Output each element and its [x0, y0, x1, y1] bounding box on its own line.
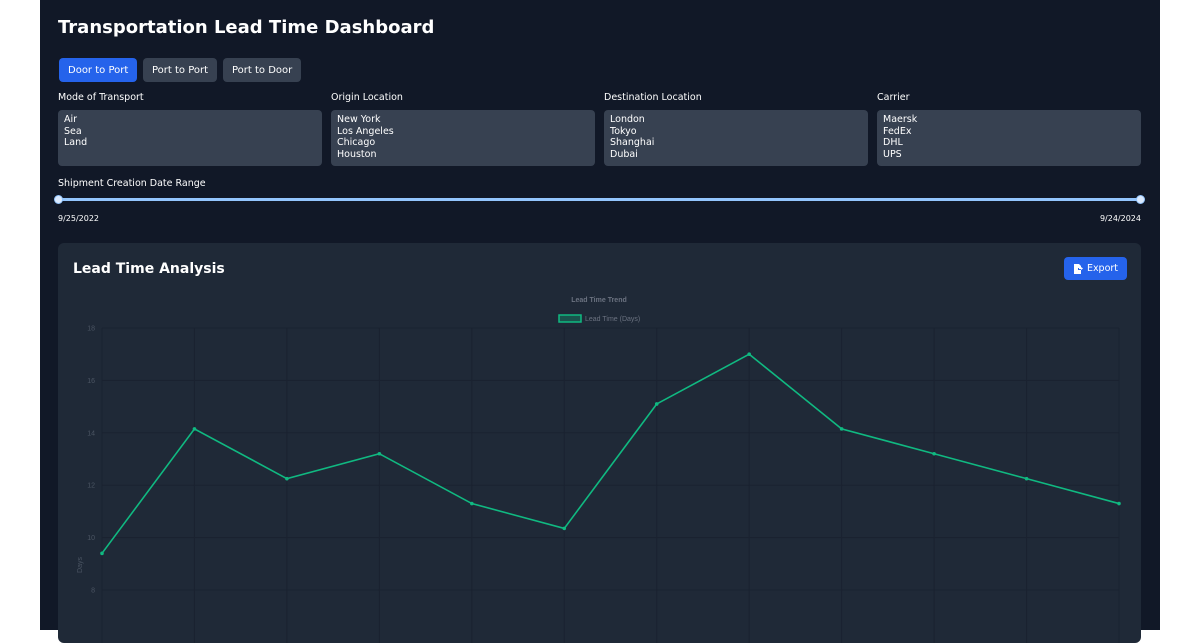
- data-point: [285, 476, 289, 481]
- chart-title: Lead Time Trend: [571, 297, 627, 304]
- option[interactable]: Air: [64, 114, 78, 125]
- data-point: [377, 451, 382, 456]
- file-export-icon: [1073, 263, 1083, 274]
- export-label: Export: [1086, 263, 1119, 274]
- series-line: [101, 353, 1120, 554]
- option[interactable]: Los Angeles: [337, 125, 394, 137]
- tab-port-to-door[interactable]: Port to Door: [223, 58, 302, 82]
- option[interactable]: New York: [337, 114, 381, 125]
- slider-start-handle[interactable]: [54, 195, 63, 204]
- y-tick-label: 8: [91, 588, 95, 595]
- tab-port-to-port[interactable]: Port to Port: [143, 58, 218, 82]
- dashboard: Transportation Lead Time Dashboard Door …: [40, 0, 1160, 643]
- destination-select[interactable]: London Tokyo Shanghai Dubai: [604, 110, 868, 166]
- option[interactable]: DHL: [883, 137, 903, 149]
- legend-label: Lead Time (Days): [585, 316, 640, 323]
- data-point: [1024, 476, 1029, 481]
- option[interactable]: Land: [64, 137, 88, 149]
- filter-label: Origin Location: [331, 92, 403, 103]
- data-point: [562, 526, 567, 531]
- destination-filter: Destination Location London Tokyo Shangh…: [604, 92, 868, 166]
- option[interactable]: Tokyo: [610, 125, 637, 137]
- data-point: [100, 551, 104, 556]
- option[interactable]: UPS: [883, 149, 902, 161]
- y-tick-label: 16: [87, 378, 95, 385]
- y-tick-label: 10: [87, 535, 95, 542]
- origin-select[interactable]: New York Los Angeles Chicago Houston: [331, 110, 595, 166]
- legend-swatch: [558, 314, 582, 323]
- lead-time-card: Lead Time Analysis Export Lead Time Tren…: [58, 243, 1141, 643]
- data-point: [932, 451, 936, 456]
- lead-time-chart: Lead Time Trend Lead Time (Days) 8 10 12 14 16…: [77, 297, 1121, 643]
- data-point: [839, 427, 844, 431]
- y-tick-label: 18: [87, 326, 95, 333]
- option[interactable]: Shanghai: [610, 137, 655, 149]
- filter-label: Destination Location: [604, 92, 702, 103]
- y-tick-label: 12: [87, 483, 95, 490]
- data-point: [654, 402, 659, 406]
- option[interactable]: Sea: [64, 125, 82, 137]
- data-point: [1117, 501, 1121, 506]
- start-date: 9/25/2022: [58, 214, 100, 223]
- date-range-slider[interactable]: [54, 195, 1145, 204]
- carrier-select[interactable]: Maersk FedEx DHL UPS: [877, 110, 1141, 166]
- y-tick-label: 14: [87, 430, 95, 437]
- date-range-label: Shipment Creation Date Range: [58, 178, 206, 189]
- page-title: Transportation Lead Time Dashboard: [58, 17, 435, 38]
- origin-filter: Origin Location New York Los Angeles Chi…: [331, 92, 595, 166]
- export-button[interactable]: Export: [1064, 257, 1127, 280]
- data-point: [470, 501, 474, 506]
- option[interactable]: London: [610, 114, 645, 125]
- filter-label: Carrier: [877, 92, 910, 103]
- y-axis-label: Days: [77, 557, 84, 573]
- option[interactable]: Chicago: [337, 137, 376, 149]
- end-date: 9/24/2024: [1099, 214, 1141, 223]
- filter-label: Mode of Transport: [58, 92, 144, 103]
- option[interactable]: Dubai: [610, 149, 638, 161]
- option[interactable]: FedEx: [883, 125, 912, 137]
- slider-end-handle[interactable]: [1136, 195, 1145, 204]
- carrier-filter: Carrier Maersk FedEx DHL UPS: [877, 92, 1141, 166]
- mode-filter: Mode of Transport Air Sea Land: [58, 92, 322, 166]
- option[interactable]: Houston: [337, 149, 377, 161]
- data-point: [747, 352, 751, 356]
- data-point: [192, 427, 197, 431]
- mode-select[interactable]: Air Sea Land: [58, 110, 322, 166]
- card-title: Lead Time Analysis: [73, 261, 225, 277]
- option[interactable]: Maersk: [883, 114, 918, 125]
- tab-door-to-port[interactable]: Door to Port: [59, 58, 138, 82]
